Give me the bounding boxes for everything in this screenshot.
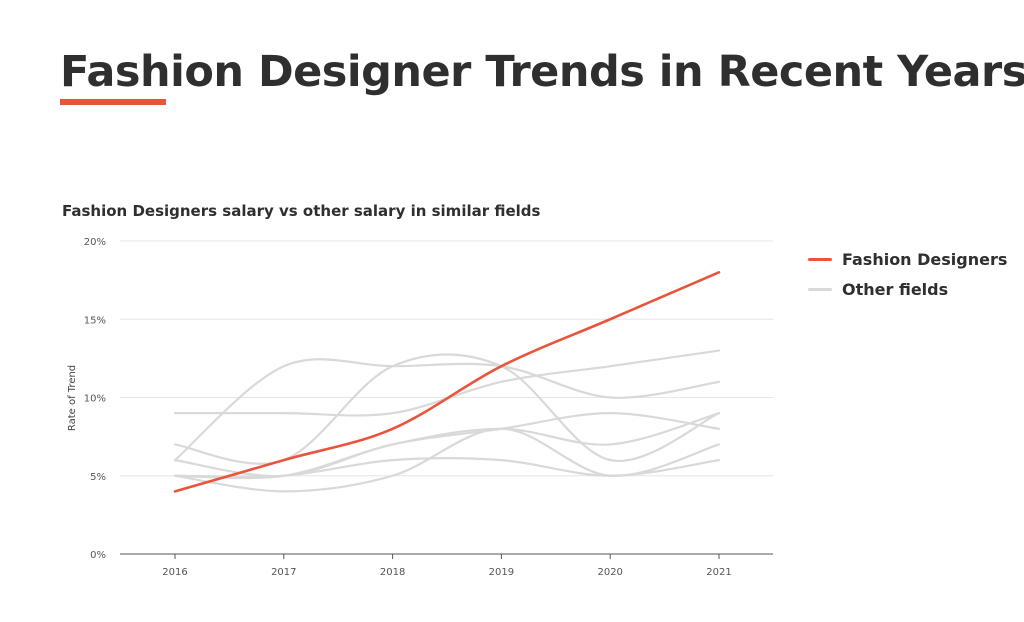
series-line-other-field-7 [173, 427, 721, 493]
x-tick-label: 2016 [162, 567, 187, 578]
y-tick-label: 15% [84, 315, 106, 326]
series-lines [173, 271, 721, 493]
axes: 0% 5% 10% 15% 20% 2016 2017 2018 2019 2020 2021 [84, 237, 773, 578]
x-tick-label: 2021 [706, 567, 731, 578]
title-underline [60, 99, 166, 105]
legend-label-fashion-designers: Fashion Designers [842, 249, 1008, 269]
y-tick-label: 0% [90, 550, 106, 561]
legend-item-fashion-designers[interactable]: Fashion Designers [808, 244, 1007, 274]
x-tick-label: 2018 [380, 567, 405, 578]
chart-legend: Fashion Designers Other fields [808, 244, 1007, 304]
x-tick-label: 2017 [271, 567, 296, 578]
y-tick-label: 20% [84, 237, 106, 248]
series-line-fashion-designers [173, 271, 721, 493]
y-tick-label: 5% [90, 472, 106, 483]
series-line-other-field-2 [173, 358, 721, 462]
legend-label-other-fields: Other fields [842, 279, 949, 299]
page-title: Fashion Designer Trends in Recent Years [60, 47, 1024, 97]
x-tick-label: 2020 [597, 567, 622, 578]
y-tick-label: 10% [84, 394, 106, 405]
chart-title: Fashion Designers salary vs other salary… [62, 202, 541, 220]
legend-item-other-fields[interactable]: Other fields [808, 274, 1007, 304]
x-tick-label: 2019 [489, 567, 514, 578]
legend-swatch-fashion-designers [808, 257, 832, 261]
y-axis-title: Rate of Trend [67, 365, 78, 431]
legend-swatch-other-fields [808, 287, 832, 291]
